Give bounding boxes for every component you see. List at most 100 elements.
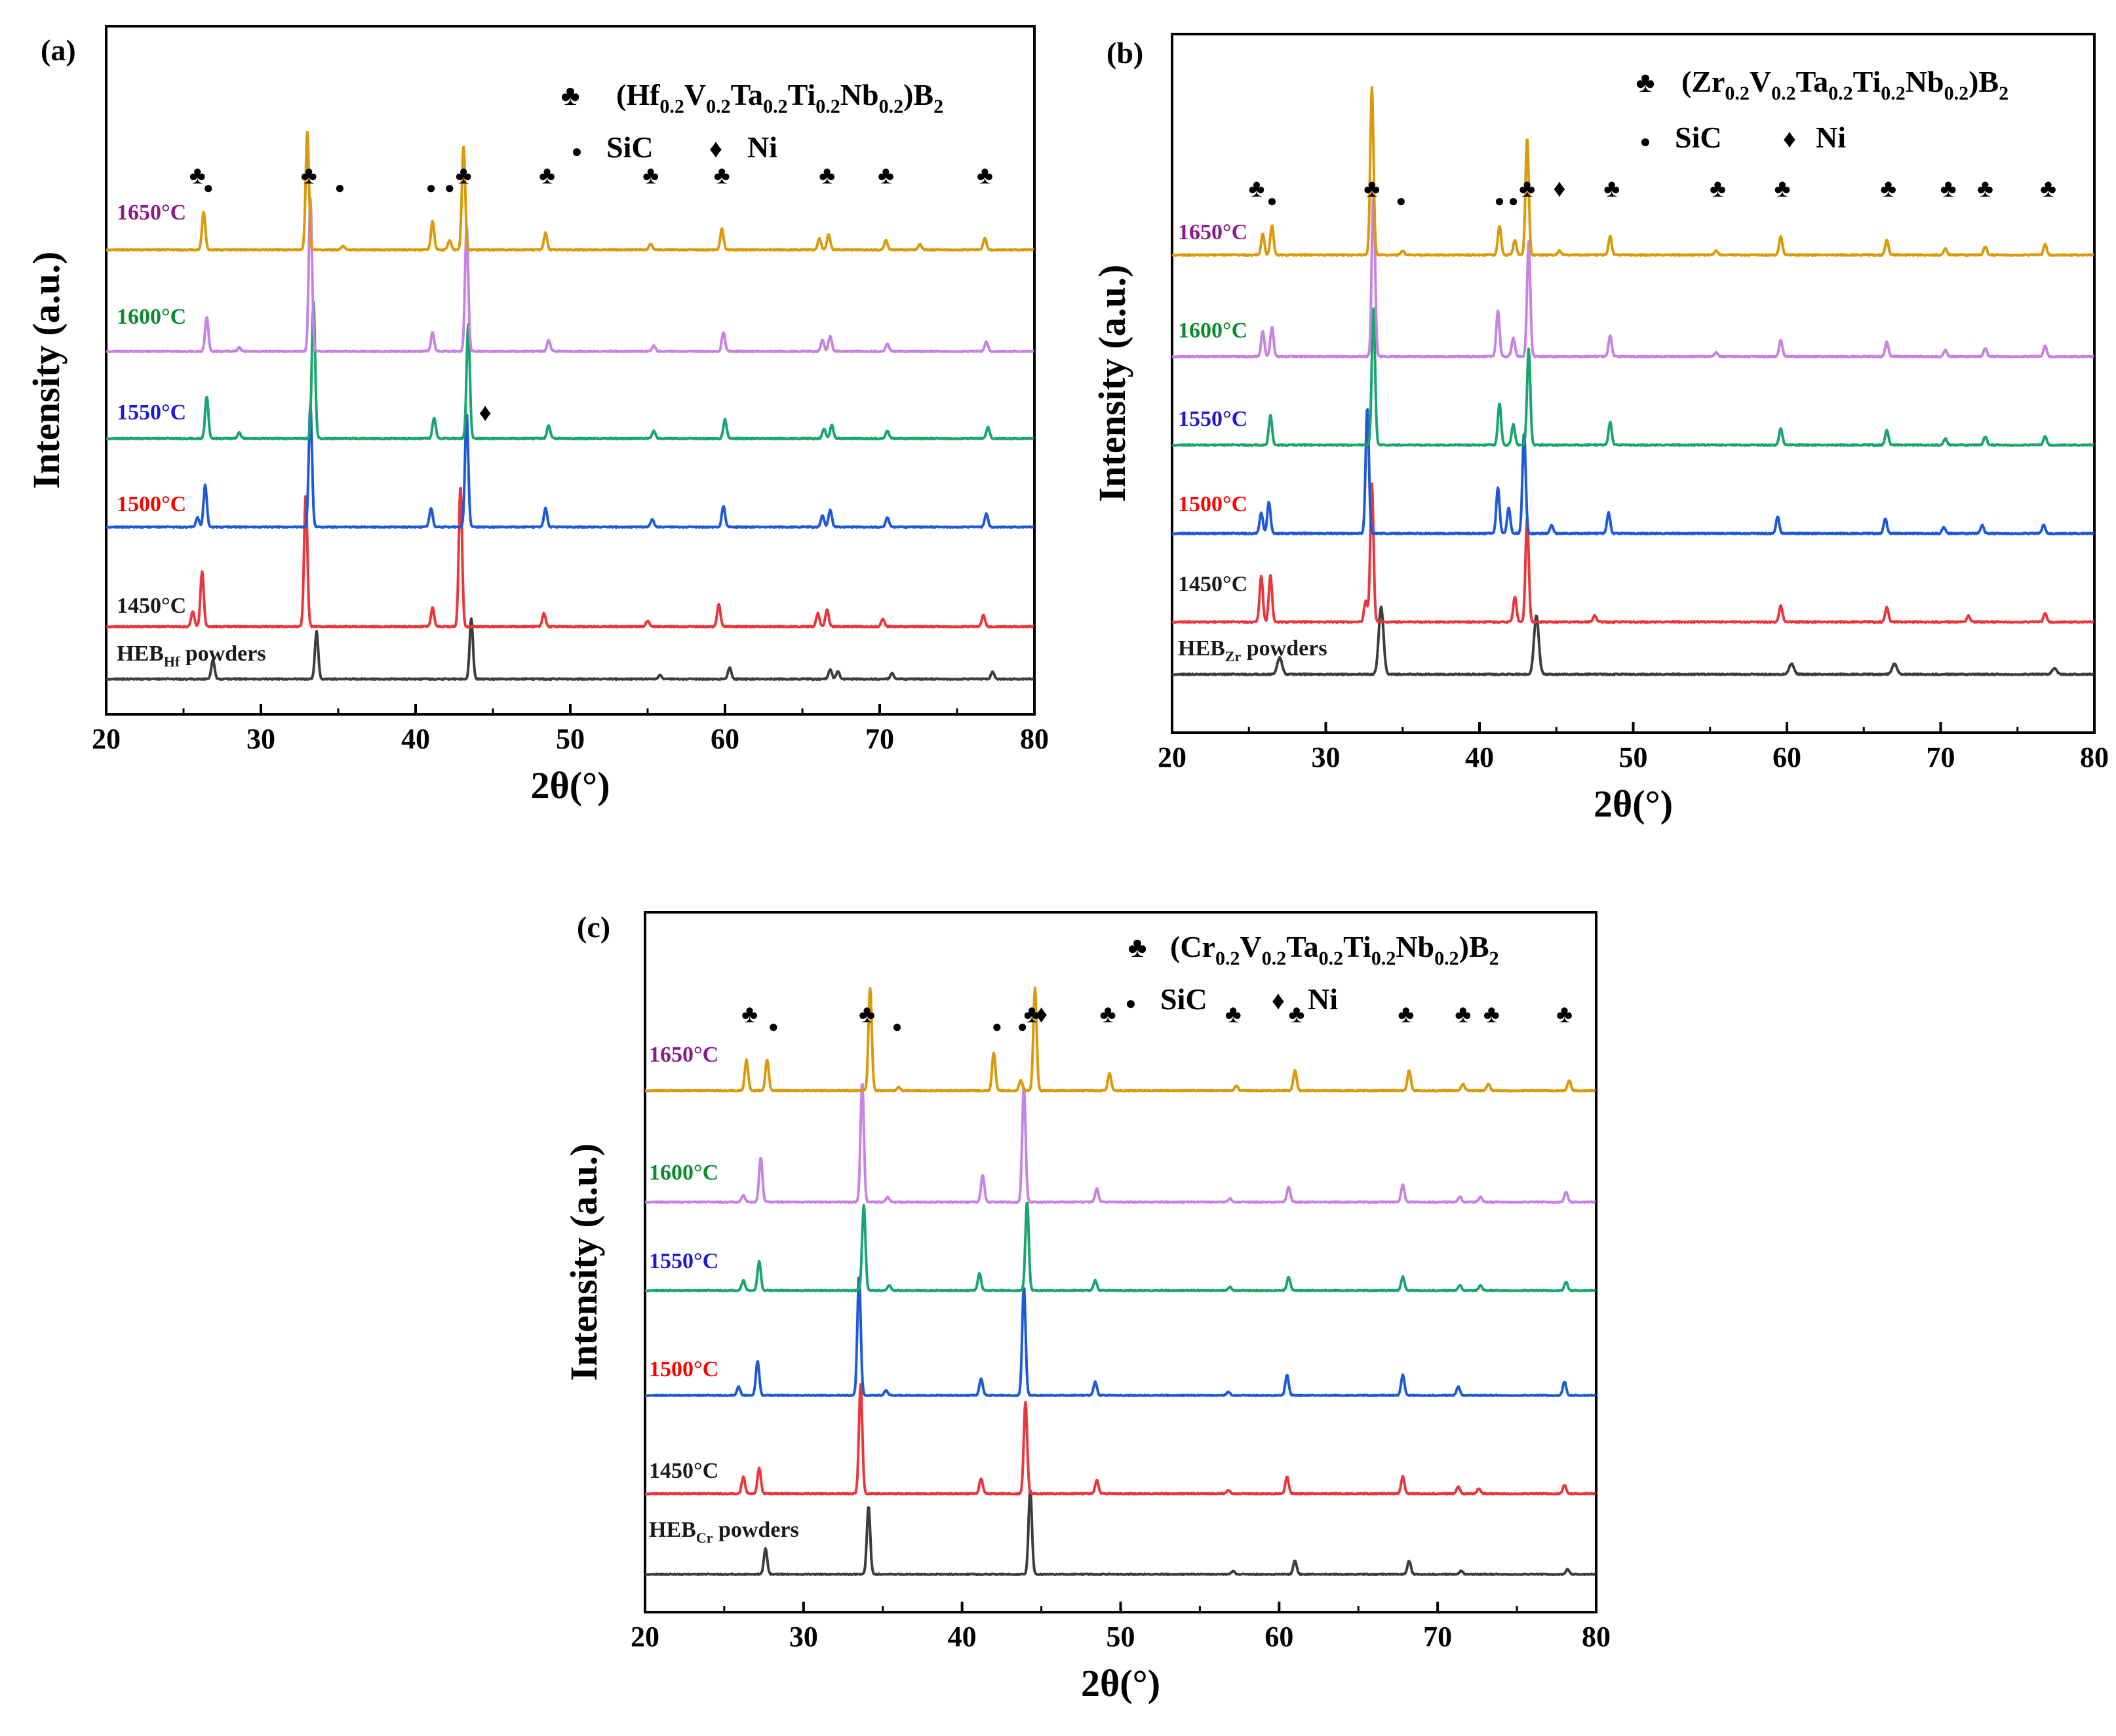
series-label-1450: 1450°C xyxy=(1178,572,1247,596)
series-line-1650 xyxy=(1171,86,2095,257)
peak-marker-club: ♣ xyxy=(301,162,317,189)
series-line-powders xyxy=(1171,606,2095,676)
series-label-powders: HEBZr powders xyxy=(1178,636,1327,665)
series-label-1550: 1550°C xyxy=(649,1249,718,1273)
peak-marker-dot: ● xyxy=(203,178,214,197)
peak-marker-club: ♣ xyxy=(1398,1001,1414,1028)
legend-ni-icon: ♦ xyxy=(1272,986,1285,1015)
plot-frame xyxy=(644,911,1597,1613)
peak-marker-club: ♣ xyxy=(1940,175,1957,203)
plot-frame xyxy=(105,25,1036,716)
peak-marker-club: ♣ xyxy=(1483,1001,1500,1028)
peak-marker-club: ♣ xyxy=(819,162,835,189)
panel-b: 20 30 40 50 60 70 80 2θ(°) Intensity (a.u.) (b) HE… xyxy=(1091,33,2109,825)
x-tick-label: 80 xyxy=(1020,723,1049,755)
peak-marker-club: ♣ xyxy=(1249,175,1265,203)
legend-club-icon: ♣ xyxy=(561,79,580,111)
peak-marker-diamond: ♦ xyxy=(1553,175,1565,203)
series-line-1650 xyxy=(105,130,1035,252)
x-tick-label: 50 xyxy=(1619,741,1648,773)
series-label-1650: 1650°C xyxy=(649,1043,718,1067)
x-axis-label: 2θ(°) xyxy=(530,764,610,807)
plot-frame xyxy=(1171,33,2096,734)
series-line-1550 xyxy=(644,1201,1597,1292)
peak-marker-club: ♣ xyxy=(1774,175,1790,203)
peak-marker-club: ♣ xyxy=(977,162,993,189)
peak-marker-club: ♣ xyxy=(1288,1001,1304,1028)
legend-club-icon: ♣ xyxy=(1636,66,1655,98)
peak-marker-club: ♣ xyxy=(1519,175,1535,203)
peak-marker-club: ♣ xyxy=(741,1001,758,1028)
series-line-powders xyxy=(644,1489,1597,1576)
legend-ni-label: Ni xyxy=(747,130,777,164)
legend-ni-icon: ♦ xyxy=(709,134,722,163)
legend-club-icon: ♣ xyxy=(1128,931,1147,963)
peak-marker-club: ♣ xyxy=(878,162,894,189)
series-line-1500 xyxy=(105,403,1035,529)
y-axis-label: Intensity (a.u.) xyxy=(562,1144,605,1381)
series-label-1500: 1500°C xyxy=(117,492,186,516)
legend-sic-icon: ● xyxy=(1126,993,1137,1014)
peak-marker-club: ♣ xyxy=(1880,175,1896,203)
peak-marker-club: ♣ xyxy=(1977,175,1993,203)
peak-marker-dot: ● xyxy=(426,178,437,197)
series-label-1500: 1500°C xyxy=(1178,492,1247,516)
x-tick-label: 80 xyxy=(2080,741,2109,773)
x-tick-label: 70 xyxy=(1423,1621,1452,1653)
series-line-powders xyxy=(105,617,1035,681)
panel-label: (a) xyxy=(41,33,76,67)
peak-marker-club: ♣ xyxy=(1024,1001,1040,1028)
series-line-1450 xyxy=(644,1383,1597,1495)
series-line-1600 xyxy=(105,197,1035,353)
legend-ni-label: Ni xyxy=(1308,982,1338,1016)
peak-marker-dot: ● xyxy=(992,1017,1002,1036)
peak-marker-dot: ● xyxy=(1495,191,1505,210)
series-line-1650 xyxy=(644,986,1597,1092)
panel-label: (b) xyxy=(1107,36,1143,69)
x-tick-label: 70 xyxy=(1927,741,1955,773)
legend-sic-icon: ● xyxy=(1640,132,1651,152)
peak-marker-dot: ● xyxy=(1396,191,1407,210)
peak-marker-dot: ● xyxy=(892,1017,903,1036)
legend-phase-formula: (Cr0.2V0.2Ta0.2Ti0.2Nb0.2)B2 xyxy=(1170,930,1499,969)
x-axis-label: 2θ(°) xyxy=(1081,1662,1160,1705)
x-tick-label: 60 xyxy=(1264,1621,1293,1653)
peak-marker-dot: ● xyxy=(444,178,455,197)
peak-marker-club: ♣ xyxy=(1100,1001,1116,1028)
peak-marker-club: ♣ xyxy=(1556,1001,1573,1028)
x-tick-label: 60 xyxy=(1773,741,1801,773)
peak-marker-club: ♣ xyxy=(1603,175,1620,203)
series-line-1550 xyxy=(1171,307,2095,447)
series-label-1550: 1550°C xyxy=(1178,407,1247,431)
x-tick-label: 30 xyxy=(246,723,275,755)
x-tick-label: 40 xyxy=(948,1621,977,1653)
legend-ni-label: Ni xyxy=(1816,121,1846,154)
peak-marker-club: ♣ xyxy=(714,162,730,189)
x-tick-label: 70 xyxy=(865,723,894,755)
y-axis-label: Intensity (a.u.) xyxy=(1091,265,1133,503)
series-label-1450: 1450°C xyxy=(117,594,186,618)
peak-marker-club: ♣ xyxy=(1225,1001,1242,1028)
legend-phase-formula: (Zr0.2V0.2Ta0.2Ti0.2Nb0.2)B2 xyxy=(1681,65,2008,104)
x-tick-label: 50 xyxy=(1107,1621,1135,1653)
y-axis-label: Intensity (a.u.) xyxy=(25,252,68,490)
x-tick-label: 40 xyxy=(1465,741,1494,773)
panel-label: (c) xyxy=(577,910,610,944)
legend-sic-label: SiC xyxy=(606,130,654,164)
series-line-1550 xyxy=(105,300,1035,440)
series-label-1600: 1600°C xyxy=(1178,318,1247,343)
peak-marker-club: ♣ xyxy=(539,162,555,189)
series-line-1450 xyxy=(1171,482,2095,624)
x-axis-label: 2θ(°) xyxy=(1594,782,1673,825)
peak-marker-dot: ● xyxy=(1017,1017,1028,1036)
series-label-powders: HEBHf powders xyxy=(117,642,266,670)
peak-marker-diamond: ♦ xyxy=(1035,1001,1048,1028)
series-label-1650: 1650°C xyxy=(117,201,186,225)
series-label-1450: 1450°C xyxy=(649,1459,718,1483)
peak-marker-club: ♣ xyxy=(456,162,472,189)
series-label-powders: HEBCr powders xyxy=(649,1518,799,1546)
peak-marker-dot: ● xyxy=(1267,191,1278,210)
x-tick-label: 40 xyxy=(401,723,430,755)
legend-sic-label: SiC xyxy=(1675,121,1722,154)
x-tick-label: 50 xyxy=(556,723,585,755)
